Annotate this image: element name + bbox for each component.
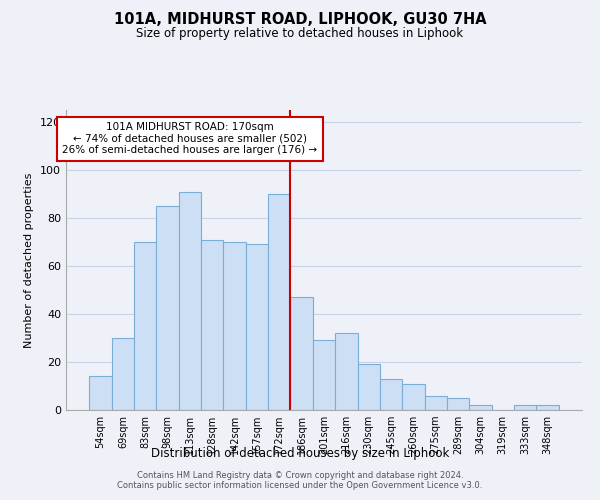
Bar bbox=[246, 244, 268, 410]
Bar bbox=[536, 405, 559, 410]
Bar bbox=[112, 338, 134, 410]
Bar bbox=[514, 405, 536, 410]
Bar bbox=[380, 379, 402, 410]
Bar bbox=[447, 398, 469, 410]
Text: 101A MIDHURST ROAD: 170sqm
← 74% of detached houses are smaller (502)
26% of sem: 101A MIDHURST ROAD: 170sqm ← 74% of deta… bbox=[62, 122, 317, 156]
Bar bbox=[425, 396, 447, 410]
Bar bbox=[358, 364, 380, 410]
Bar bbox=[290, 297, 313, 410]
Bar bbox=[89, 376, 112, 410]
Text: Size of property relative to detached houses in Liphook: Size of property relative to detached ho… bbox=[136, 28, 464, 40]
Bar bbox=[268, 194, 290, 410]
Y-axis label: Number of detached properties: Number of detached properties bbox=[25, 172, 34, 348]
Bar bbox=[335, 333, 358, 410]
Bar bbox=[313, 340, 335, 410]
Bar bbox=[179, 192, 201, 410]
Bar bbox=[134, 242, 157, 410]
Bar bbox=[201, 240, 223, 410]
Text: 101A, MIDHURST ROAD, LIPHOOK, GU30 7HA: 101A, MIDHURST ROAD, LIPHOOK, GU30 7HA bbox=[113, 12, 487, 28]
Bar bbox=[402, 384, 425, 410]
Text: Contains HM Land Registry data © Crown copyright and database right 2024.
Contai: Contains HM Land Registry data © Crown c… bbox=[118, 470, 482, 490]
Text: Distribution of detached houses by size in Liphook: Distribution of detached houses by size … bbox=[151, 448, 449, 460]
Bar bbox=[469, 405, 491, 410]
Bar bbox=[223, 242, 246, 410]
Bar bbox=[157, 206, 179, 410]
